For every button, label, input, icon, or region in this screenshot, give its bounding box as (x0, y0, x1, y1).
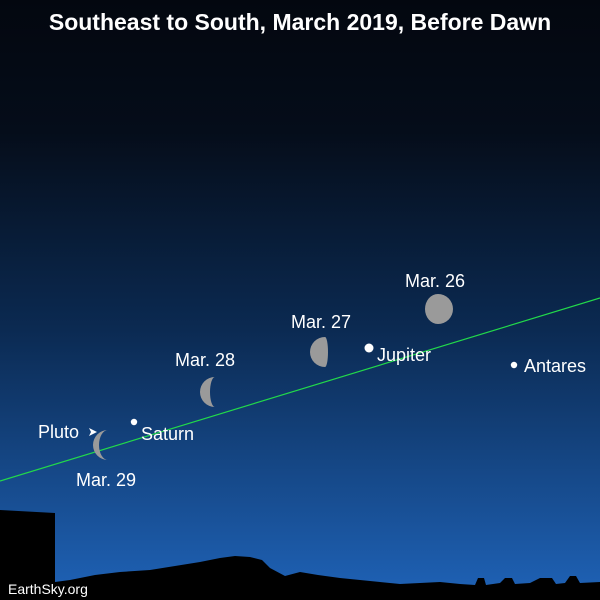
ecliptic-line (0, 297, 600, 482)
jupiter-label: Jupiter (377, 345, 431, 365)
chart-title: Southeast to South, March 2019, Before D… (49, 9, 551, 35)
moon-mar-27-label: Mar. 27 (291, 312, 351, 332)
ground-silhouette (0, 510, 600, 600)
antares-label: Antares (524, 356, 586, 376)
moon-mar-27-shape (310, 337, 328, 367)
saturn-dot (130, 418, 138, 426)
moon-mar-28: Mar. 28 (175, 350, 235, 407)
moon-mar-27: Mar. 27 (291, 312, 351, 367)
moon-mar-28-shape (200, 377, 215, 407)
credit-text: EarthSky.org (8, 581, 88, 597)
pluto: Pluto (38, 422, 97, 442)
moon-mar-26: Mar. 26 (405, 271, 465, 324)
jupiter: Jupiter (364, 343, 431, 365)
moon-mar-29: Mar. 29 (76, 430, 136, 490)
pluto-label: Pluto (38, 422, 79, 442)
moon-mar-28-label: Mar. 28 (175, 350, 235, 370)
saturn-label: Saturn (141, 424, 194, 444)
pluto-arrow-icon (89, 428, 97, 436)
moon-mar-29-label: Mar. 29 (76, 470, 136, 490)
moon-mar-26-shape (425, 294, 453, 324)
antares-dot (510, 361, 518, 369)
jupiter-dot (364, 343, 374, 353)
antares: Antares (510, 356, 586, 376)
moon-mar-29-shape (93, 430, 108, 460)
moon-mar-26-label: Mar. 26 (405, 271, 465, 291)
saturn: Saturn (130, 418, 194, 444)
